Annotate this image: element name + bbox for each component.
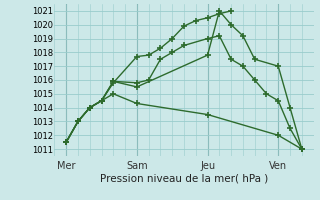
X-axis label: Pression niveau de la mer( hPa ): Pression niveau de la mer( hPa ): [100, 174, 268, 184]
